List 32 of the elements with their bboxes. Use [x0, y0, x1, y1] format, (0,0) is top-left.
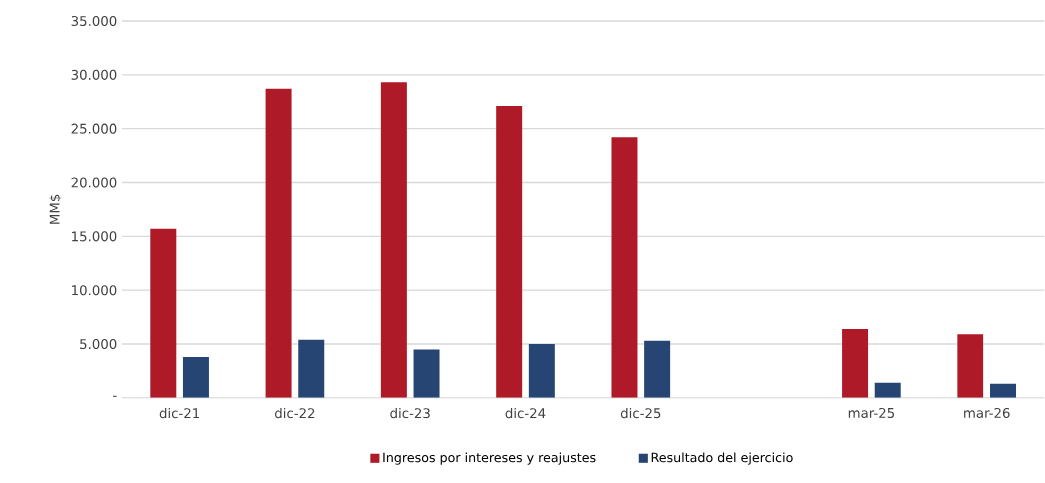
- x-tick-label: dic-21: [159, 407, 200, 419]
- bar: [380, 82, 407, 398]
- y-tick-label: 15.000: [72, 231, 117, 242]
- y-tick-label: 5.000: [80, 339, 117, 350]
- x-tick-label: mar-25: [848, 407, 894, 419]
- y-tick-label: 30.000: [71, 69, 117, 80]
- legend-label: Resultado del ejercicio: [651, 452, 793, 465]
- bar: [957, 334, 984, 398]
- x-tick-label: dic-24: [505, 407, 546, 419]
- bar: [842, 329, 869, 398]
- x-tick-label: mar-26: [964, 407, 1010, 419]
- bar: [990, 383, 1017, 398]
- y-tick-label: 10.000: [72, 285, 117, 296]
- bar: [874, 382, 901, 398]
- y-tick-label: 20.000: [71, 177, 117, 188]
- bar: [413, 349, 440, 398]
- x-tick-label: dic-22: [275, 407, 315, 419]
- y-tick-label: -: [113, 395, 117, 397]
- legend-label: Ingresos por intereses y reajustes: [383, 452, 596, 465]
- bar: [644, 340, 671, 398]
- bar: [496, 106, 523, 398]
- bar: [182, 357, 209, 398]
- bar: [528, 344, 555, 398]
- bar: [150, 228, 177, 398]
- y-tick-label: 25.000: [71, 123, 117, 134]
- bar: [611, 137, 638, 398]
- x-tick-label: dic-25: [620, 407, 661, 419]
- bar: [265, 88, 292, 398]
- bar: [298, 339, 325, 398]
- y-tick-label: 35.000: [71, 16, 117, 27]
- x-tick-label: dic-23: [390, 407, 430, 419]
- y-axis-title: MM$: [49, 194, 62, 224]
